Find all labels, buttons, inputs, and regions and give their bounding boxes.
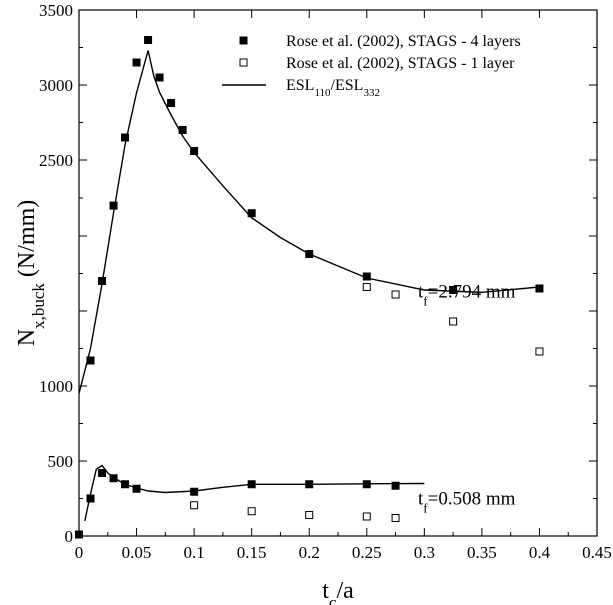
legend-filled-square [239,36,248,45]
x-tick-label: 0.35 [467,543,497,562]
data-point-open [391,290,400,299]
data-point-filled [167,99,176,107]
axes-layer: 0 0.05 0.1 0.15 0.2 0.25 0.3 0.35 0.4 0.45 0 500 100… [14,1,612,605]
annotation: tf=2.794 mm [418,282,516,309]
series [78,50,540,394]
legend: Rose et al. (2002), STAGS - 4 layers Rose… [222,33,521,99]
data-point-open [535,347,544,356]
legend-label: Rose et al. (2002), STAGS - 4 layers [286,33,521,50]
x-tick-label: 0.25 [352,543,382,562]
data-point-filled [109,201,118,210]
y-axis-title: Nx,buck (N/mm) [14,200,48,346]
data-point-open [247,507,256,516]
data-point-filled [98,469,107,477]
x-tick-label: 0.4 [529,543,551,562]
x-tick-label: 0.15 [237,543,267,562]
y-tick-label: 500 [48,452,74,471]
series [362,283,544,356]
legend-label: ESL110/ESL332 [286,77,380,99]
data-point-filled [121,133,130,142]
series [190,501,400,522]
legend-label: Rose et al. (2002), STAGS - 1 layer [286,55,515,72]
data-point-open [362,512,371,521]
x-axis-title: tc/a [322,578,354,605]
data-point-filled [391,481,400,490]
data-point-filled [190,147,199,155]
y-tick-label: 3000 [39,76,73,95]
data-point-filled [144,36,153,44]
legend-item: Rose et al. (2002), STAGS - 4 layers [239,33,521,50]
x-tick-label: 0.45 [582,543,612,562]
series-line [84,464,425,522]
series-line [78,50,540,394]
annotations-layer: tf=2.794 mm tf=0.508 mm [418,282,516,516]
x-tick-label: 0.2 [299,543,320,562]
data-point-open [391,514,400,522]
y-tick-label: 0 [65,527,74,546]
data-point-open [305,511,314,519]
x-tick-label: 0.3 [414,543,435,562]
annotation: tf=0.508 mm [418,489,516,516]
legend-item: ESL110/ESL332 [222,77,380,99]
data-point-open [190,501,199,510]
data-point-open [449,317,458,326]
series [75,469,400,539]
x-tick-label: 0 [75,543,84,562]
y-tick-label: 2500 [39,151,73,170]
data-point-filled [132,58,141,67]
data-point-filled [75,530,83,539]
data-point-filled [155,73,164,82]
x-tick-label: 0.1 [183,543,204,562]
y-tick-label: 3500 [39,1,73,20]
series [86,36,544,365]
data-point-open [362,283,371,291]
data-point-filled [449,286,458,294]
legend-open-square [239,58,248,67]
x-tick-label: 0.05 [122,543,152,562]
data-point-filled [535,284,544,293]
y-tick-label: 1000 [39,377,73,396]
legend-item: Rose et al. (2002), STAGS - 1 layer [239,55,515,72]
series [84,464,425,522]
series-layer [75,36,544,539]
